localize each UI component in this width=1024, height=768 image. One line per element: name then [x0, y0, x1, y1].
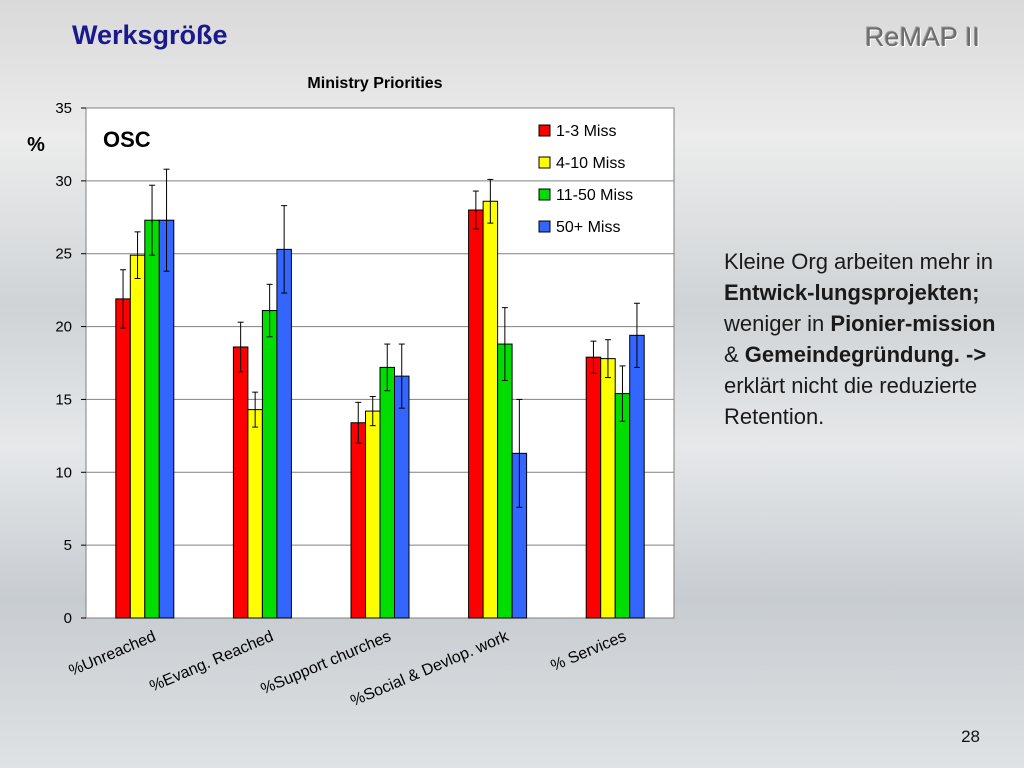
bar — [350, 422, 366, 619]
bar — [379, 366, 395, 619]
bar — [115, 298, 131, 619]
bars — [115, 168, 645, 619]
bar — [629, 334, 645, 619]
bar — [585, 356, 602, 619]
x-tick-label: %Unreached — [67, 628, 159, 680]
y-tick-label: 30 — [55, 173, 72, 190]
y-tick-label: 20 — [55, 319, 72, 336]
bar — [261, 310, 278, 619]
y-tick-label: 5 — [64, 537, 72, 554]
slide-title: Werksgröße — [72, 20, 228, 50]
y-tick-label: 15 — [55, 391, 72, 408]
x-tick-label: % Services — [548, 628, 628, 675]
explanation-text: Kleine Org arbeiten mehr in Entwick-lung… — [724, 249, 996, 429]
bar — [394, 375, 410, 619]
legend-swatch — [538, 124, 551, 137]
brand-logo-text: ReMAP II — [864, 22, 980, 52]
bar — [600, 358, 616, 619]
legend-swatch — [538, 156, 551, 169]
legend-label: 1-3 Miss — [556, 123, 616, 140]
osc-label: OSC — [103, 127, 151, 152]
bar — [497, 343, 513, 619]
legend-label: 50+ Miss — [556, 219, 620, 236]
x-tick-label: %Evang. Reached — [147, 628, 276, 695]
legend: 1-3 Miss 4-10 Miss 11-50 Miss 50+ Miss — [538, 123, 633, 236]
page-number: 28 — [961, 727, 980, 746]
bar — [129, 254, 146, 619]
y-tick-label: 35 — [55, 100, 72, 117]
bar — [247, 409, 263, 619]
y-tick-label: 25 — [55, 246, 72, 263]
bar — [468, 209, 484, 619]
y-tick-label: 0 — [64, 610, 72, 627]
legend-swatch — [538, 220, 551, 233]
legend-swatch — [538, 188, 551, 201]
y-tick-label: 10 — [55, 464, 72, 481]
bar — [144, 219, 160, 619]
y-axis-label: % — [27, 134, 45, 156]
bar — [482, 200, 499, 619]
bar — [232, 346, 249, 619]
bar — [614, 393, 631, 619]
legend-label: 4-10 Miss — [556, 155, 625, 172]
legend-label: 11-50 Miss — [556, 187, 633, 204]
bar — [276, 248, 292, 619]
bar — [365, 410, 381, 619]
chart-title: Ministry Priorities — [307, 75, 443, 92]
bar — [158, 219, 175, 619]
